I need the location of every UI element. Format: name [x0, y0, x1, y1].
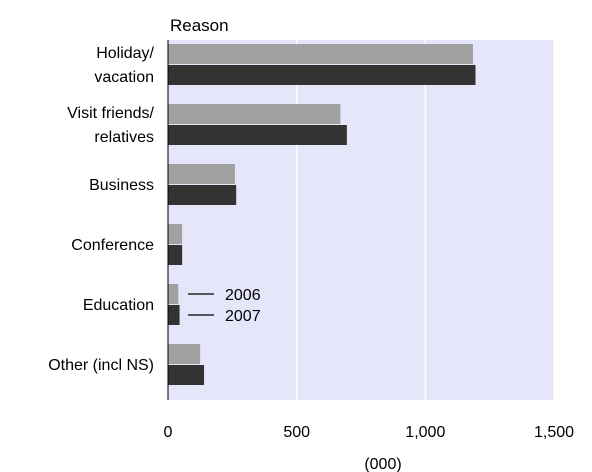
x-tick-label: 1,500 — [534, 424, 574, 441]
category-labels: Holiday/vacation Visit friends/relatives B… — [48, 45, 154, 374]
bar-2006-2 — [168, 164, 235, 184]
x-axis-label: (000) — [364, 456, 401, 472]
legend-label-2006: 2006 — [225, 287, 261, 304]
category-label: vacation — [94, 69, 154, 86]
category-label: Conference — [71, 237, 154, 254]
bar-2007-5 — [168, 365, 205, 385]
bar-2007-2 — [168, 185, 237, 205]
x-tick-label: 0 — [164, 424, 173, 441]
bar-2007-3 — [168, 245, 183, 265]
category-label: Holiday/ — [96, 45, 154, 62]
legend-label-2007: 2007 — [225, 308, 261, 325]
bar-2006-0 — [168, 44, 473, 64]
x-tick-label: 500 — [283, 424, 310, 441]
bar-2007-1 — [168, 125, 347, 145]
chart-title: Reason — [170, 16, 229, 35]
x-tick-label: 1,000 — [405, 424, 445, 441]
bars — [168, 44, 476, 385]
plot-background — [168, 40, 554, 400]
x-tick-labels: 0 500 1,000 1,500 — [164, 424, 575, 441]
legend: 2006 2007 — [188, 287, 261, 325]
bar-2006-5 — [168, 344, 201, 364]
category-label: relatives — [94, 129, 154, 146]
bar-2006-1 — [168, 104, 341, 124]
bar-2006-3 — [168, 224, 183, 244]
bar-2007-0 — [168, 65, 476, 85]
category-label: Business — [89, 177, 154, 194]
category-label: Other (incl NS) — [48, 357, 154, 374]
category-label: Visit friends/ — [67, 105, 154, 122]
bar-2007-4 — [168, 305, 180, 325]
gridlines — [295, 40, 555, 400]
category-label: Education — [83, 297, 154, 314]
bar-2006-4 — [168, 284, 179, 304]
